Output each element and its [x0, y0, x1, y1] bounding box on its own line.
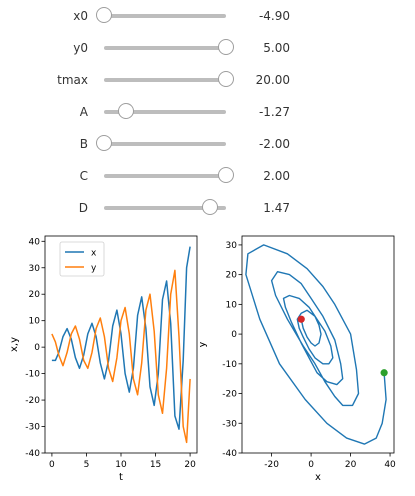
slider-track-A[interactable]	[104, 110, 226, 114]
x-axis-label: t	[119, 472, 123, 483]
slider-handle-B[interactable]	[96, 135, 112, 151]
y-tick-label: -40	[222, 449, 237, 459]
slider-handle-C[interactable]	[218, 167, 234, 183]
y-tick-label: 20	[226, 271, 238, 281]
legend-label-x: x	[91, 249, 97, 259]
slider-track-x0[interactable]	[104, 14, 226, 18]
y-tick-label: -20	[222, 390, 237, 400]
slider-value-C: 2.00	[263, 169, 290, 183]
y-tick-label: 30	[29, 264, 41, 274]
series-line-y	[51, 269, 191, 444]
slider-track-C[interactable]	[104, 174, 226, 178]
slider-label-A: A	[79, 105, 88, 119]
y-tick-label: 40	[29, 237, 41, 247]
y-tick-label: 10	[29, 317, 41, 327]
x-tick-label: 0	[308, 460, 314, 470]
phase-portrait-chart: -20 0 20 40 -40 -30 -20 -10 0 10 20 30 x y	[200, 235, 396, 483]
slider-value-D: 1.47	[263, 201, 290, 215]
slider-track-D[interactable]	[104, 206, 226, 210]
x-tick-label: 15	[150, 460, 161, 470]
y-tick-label: 0	[34, 343, 40, 353]
y-tick-label: -30	[25, 423, 40, 433]
slider-label-x0: x0	[73, 9, 88, 23]
y-tick-label: -20	[25, 396, 40, 406]
y-tick-label: 0	[231, 330, 237, 340]
slider-handle-A[interactable]	[117, 103, 134, 119]
y-tick-label: 20	[29, 290, 41, 300]
slider-label-C: C	[79, 169, 88, 183]
trajectory-line	[245, 244, 387, 445]
x-tick-label: 5	[84, 460, 90, 470]
x-tick-label: 20	[345, 460, 357, 470]
slider-track-tmax[interactable]	[104, 78, 226, 82]
slider-row-x0: x0 -4.90	[0, 0, 415, 32]
legend-box	[59, 241, 105, 277]
slider-handle-tmax[interactable]	[218, 71, 234, 87]
slider-handle-y0[interactable]	[218, 39, 234, 55]
x-tick-label: 20	[184, 460, 196, 470]
slider-row-C: C 2.00	[0, 160, 415, 192]
slider-row-D: D 1.47	[0, 192, 415, 224]
slider-value-x0: -4.90	[258, 9, 290, 23]
y-tick-label: 30	[226, 241, 238, 251]
slider-row-B: B -2.00	[0, 128, 415, 160]
series-line-x	[51, 246, 191, 430]
time-series-chart: 0 5 10 15 20 -40 -30 -20 -10 0 10 20 30 40 t x,y xy	[9, 235, 198, 483]
y-axis-label: y	[200, 341, 208, 347]
x-axis-label: x	[315, 472, 321, 483]
chart-legend: xy	[59, 241, 105, 277]
x-tick-label: -20	[264, 460, 279, 470]
y-axis-label: x,y	[9, 337, 20, 352]
legend-label-y: y	[91, 264, 97, 274]
x-tick-label: 0	[49, 460, 55, 470]
slider-row-tmax: tmax 20.00	[0, 64, 415, 96]
slider-label-y0: y0	[73, 41, 88, 55]
slider-track-y0[interactable]	[104, 46, 226, 50]
slider-label-tmax: tmax	[57, 73, 88, 87]
x-tick-label: 10	[115, 460, 127, 470]
slider-value-B: -2.00	[258, 137, 290, 151]
slider-value-tmax: 20.00	[255, 73, 290, 87]
y-tick-label: -10	[222, 360, 237, 370]
slider-track-B[interactable]	[104, 142, 226, 146]
slider-value-A: -1.27	[258, 105, 290, 119]
slider-handle-x0[interactable]	[96, 7, 112, 23]
y-tick-label: -30	[222, 419, 237, 429]
end-point-marker	[297, 315, 305, 323]
slider-label-D: D	[78, 201, 88, 215]
slider-label-B: B	[79, 137, 88, 151]
plot-frame	[241, 235, 395, 454]
y-tick-label: -40	[25, 449, 40, 459]
x-tick-label: 40	[384, 460, 396, 470]
slider-handle-D[interactable]	[202, 199, 219, 215]
y-tick-label: 10	[226, 300, 238, 310]
slider-row-A: A -1.27	[0, 96, 415, 128]
slider-value-y0: 5.00	[263, 41, 290, 55]
slider-row-y0: y0 5.00	[0, 32, 415, 64]
y-tick-label: -10	[25, 370, 40, 380]
start-point-marker	[380, 369, 388, 377]
